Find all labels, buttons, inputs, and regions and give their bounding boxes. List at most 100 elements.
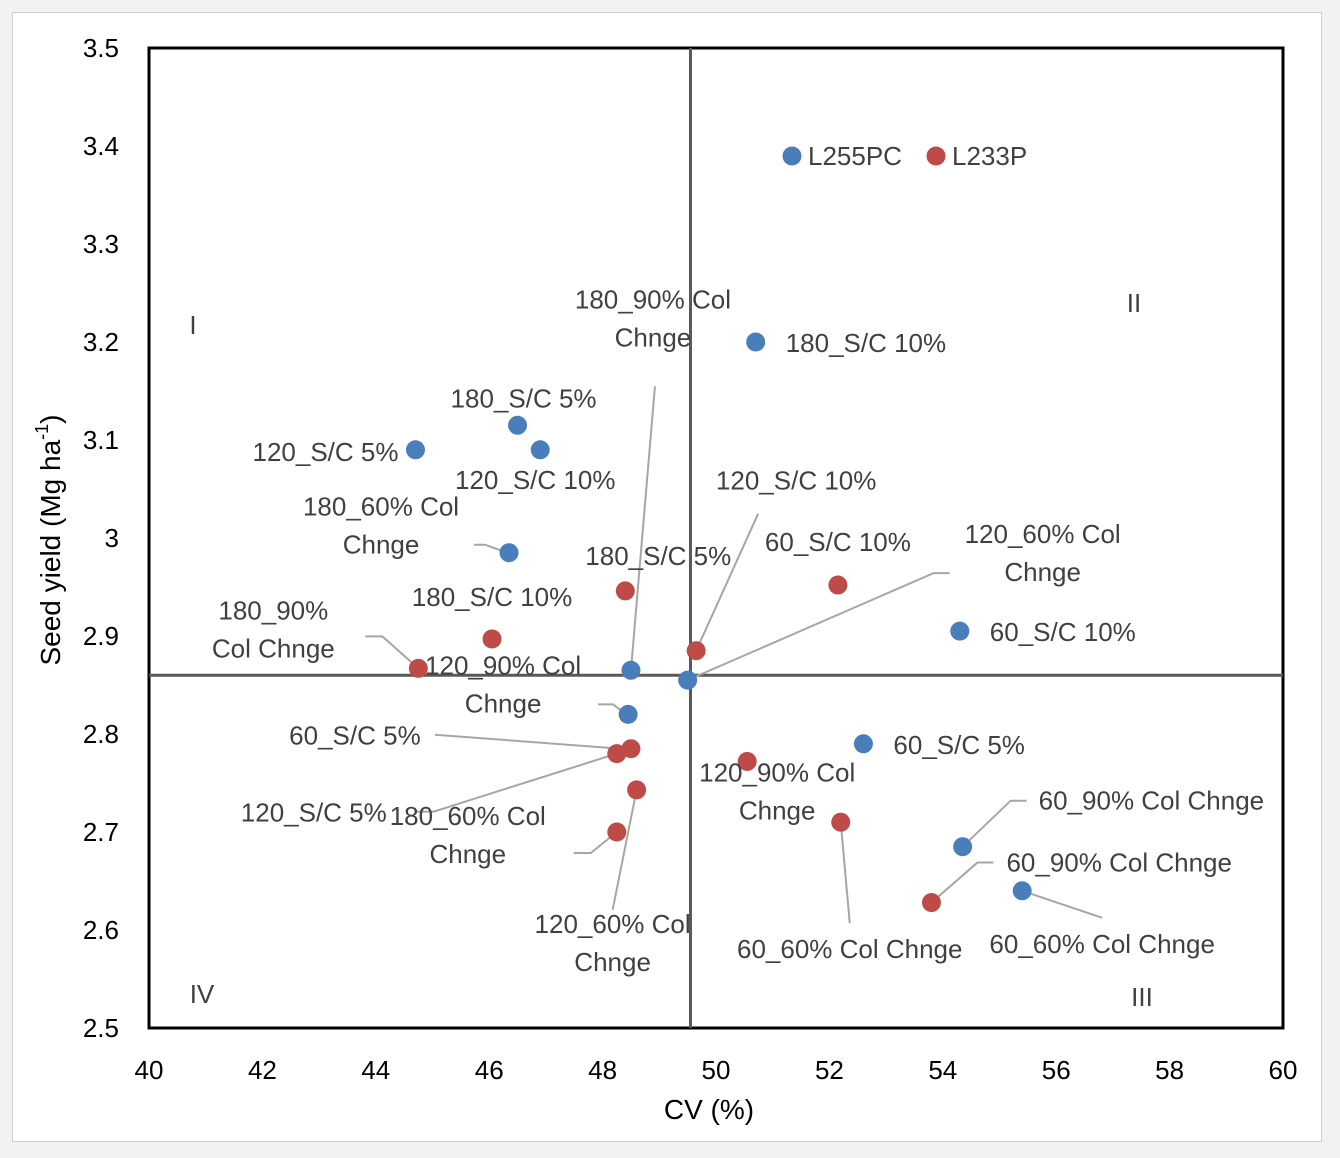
y-tick-label: 3.4 xyxy=(83,131,119,161)
leader-line xyxy=(961,799,1027,848)
x-tick-label: 54 xyxy=(928,1055,957,1085)
point-l255pc xyxy=(530,440,550,460)
point-l255pc xyxy=(618,704,638,724)
y-tick-label: 3.5 xyxy=(83,33,119,63)
chart-frame xyxy=(12,12,1322,1142)
leader-line xyxy=(434,733,622,750)
point-l255pc xyxy=(621,660,641,680)
point-label: 180_90% Col Chnge xyxy=(575,284,731,352)
leader-lines xyxy=(365,386,1103,924)
x-tick-label: 40 xyxy=(135,1055,164,1085)
leader-line xyxy=(611,789,638,911)
point-l233p xyxy=(615,581,635,601)
point-label: 120_60% Col Chnge xyxy=(535,909,691,977)
point-l255pc xyxy=(499,543,519,563)
x-tick-labels: 40 42 44 46 48 50 52 54 56 58 60 xyxy=(135,1055,1298,1085)
point-label: 60_90% Col Chnge xyxy=(1006,848,1231,878)
point-label: 60_S/C 10% xyxy=(765,527,911,557)
point-l233p xyxy=(737,751,757,771)
point-l233p xyxy=(482,629,502,649)
legend-label-l233p: L233P xyxy=(952,141,1027,171)
point-l255pc xyxy=(746,332,766,352)
point-l233p xyxy=(607,744,627,764)
plot-area xyxy=(147,46,1285,1030)
point-l255pc xyxy=(1012,881,1032,901)
y-axis-title: Seed yield (Mg ha-1) xyxy=(32,414,66,665)
point-label: 120_S/C 5% xyxy=(241,798,387,828)
mean-lines xyxy=(149,48,1283,1028)
x-tick-label: 52 xyxy=(815,1055,844,1085)
point-l255pc xyxy=(405,440,425,460)
point-l255pc xyxy=(508,415,528,435)
x-axis-title: CV (%) xyxy=(664,1094,754,1125)
point-label: 180_S/C 5% xyxy=(451,383,597,413)
y-tick-label: 2.8 xyxy=(83,719,119,749)
y-tick-label: 3.3 xyxy=(83,229,119,259)
point-label: 60_S/C 5% xyxy=(289,721,421,751)
leader-line xyxy=(1021,889,1103,919)
x-tick-label: 48 xyxy=(588,1055,617,1085)
data-points xyxy=(405,332,1032,913)
point-l233p xyxy=(686,641,706,661)
point-label: 180_S/C 10% xyxy=(786,328,946,358)
point-label: 120_90% Col Chnge xyxy=(425,650,581,718)
x-tick-label: 46 xyxy=(475,1055,504,1085)
point-label: 60_60% Col Chnge xyxy=(989,929,1215,959)
legend-label-l255pc: L255PC xyxy=(808,141,902,171)
point-label: 180_60% Col Chnge xyxy=(390,801,546,869)
y-tick-label: 2.7 xyxy=(83,817,119,847)
leader-line xyxy=(416,752,618,813)
y-tick-labels: 2.5 2.6 2.7 2.8 2.9 3 3.1 3.2 3.3 3.4 3.5 xyxy=(83,33,119,1043)
legend: L255PC L233P xyxy=(782,141,1027,171)
quadrant-label: I xyxy=(189,310,196,340)
y-tick-label: 2.9 xyxy=(83,621,119,651)
point-label: 120_S/C 10% xyxy=(455,465,615,495)
point-l255pc xyxy=(853,734,873,754)
x-tick-label: 50 xyxy=(702,1055,731,1085)
point-l255pc xyxy=(678,670,698,690)
legend-marker-l233p xyxy=(926,146,946,166)
y-tick-label: 2.6 xyxy=(83,915,119,945)
x-tick-label: 60 xyxy=(1269,1055,1298,1085)
point-l233p xyxy=(607,822,627,842)
point-label: 60_60% Col Chnge xyxy=(737,934,963,964)
y-tick-label: 3.2 xyxy=(83,327,119,357)
point-label: 180_60% Col Chnge xyxy=(303,492,459,560)
quadrant-label: II xyxy=(1127,288,1141,318)
leader-line xyxy=(629,386,656,671)
leader-line xyxy=(573,831,618,854)
leader-line xyxy=(474,543,508,554)
point-label: 180_S/C 5% xyxy=(585,541,731,571)
y-tick-label: 3 xyxy=(105,523,119,553)
leader-line xyxy=(687,572,950,682)
point-labels: 180_S/C 10% 180_S/C 5% 120_S/C 10% 120_S/C … xyxy=(212,284,1264,977)
point-l255pc xyxy=(950,621,970,641)
point-label: 120_S/C 5% xyxy=(252,437,398,467)
y-tick-label: 3.1 xyxy=(83,425,119,455)
x-tick-label: 44 xyxy=(361,1055,390,1085)
point-label: 60_90% Col Chnge xyxy=(1039,786,1265,816)
point-l233p xyxy=(408,658,428,678)
quadrant-label: III xyxy=(1131,982,1153,1012)
leader-line xyxy=(695,513,760,652)
point-label: 120_90% Col Chnge xyxy=(699,757,855,825)
quadrant-label: IV xyxy=(190,979,215,1009)
point-label: 120_S/C 10% xyxy=(716,466,876,496)
legend-marker-l255pc xyxy=(782,146,802,166)
y-tick-label: 2.5 xyxy=(83,1013,119,1043)
point-l233p xyxy=(828,575,848,595)
x-tick-label: 42 xyxy=(248,1055,277,1085)
point-l233p xyxy=(921,893,941,913)
leader-line xyxy=(365,635,419,670)
x-tick-label: 56 xyxy=(1042,1055,1071,1085)
point-label: 60_S/C 10% xyxy=(990,617,1136,647)
point-label: 120_60% Col Chnge xyxy=(965,519,1121,587)
leader-line xyxy=(930,861,994,904)
point-l233p xyxy=(627,780,647,800)
point-l233p xyxy=(831,812,851,832)
point-label: 180_S/C 10% xyxy=(412,582,572,612)
x-tick-label: 58 xyxy=(1155,1055,1184,1085)
leader-line xyxy=(839,822,851,924)
